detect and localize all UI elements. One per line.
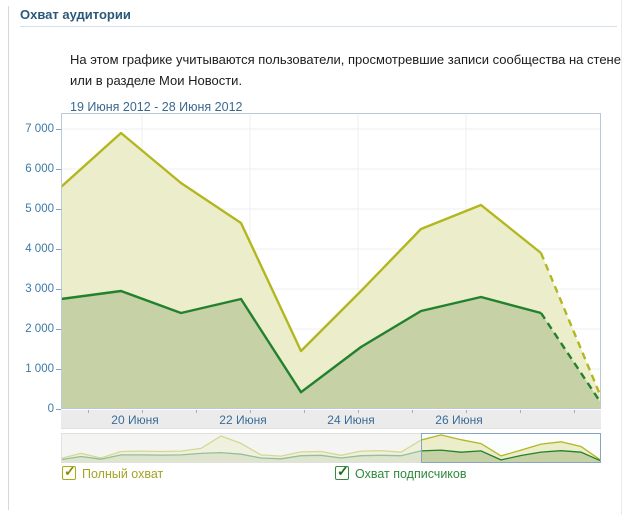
x-axis-tick — [358, 410, 359, 413]
y-axis-label: 2 000 — [25, 323, 54, 335]
minimap-range-selector[interactable] — [60, 433, 602, 463]
y-axis-label: 3 000 — [25, 283, 54, 295]
subscribers-area — [61, 291, 601, 409]
x-axis-band: 20 Июня 22 Июня 24 Июня 26 Июня — [61, 410, 601, 429]
y-axis-tick — [56, 289, 61, 290]
x-axis-label: 20 Июня — [111, 413, 159, 427]
subscribers-line — [60, 289, 542, 394]
legend-full-reach-label: Полный охват — [82, 467, 164, 481]
x-axis-tick — [466, 410, 467, 413]
full-reach-line — [60, 131, 542, 353]
y-axis-label: 6 000 — [25, 163, 54, 175]
y-axis-tick — [56, 129, 61, 130]
y-axis-label: 0 — [47, 403, 54, 415]
full-reach-line-dashed — [539, 252, 603, 398]
y-axis-label: 4 000 — [25, 243, 54, 255]
x-axis-tick — [196, 410, 197, 413]
legend-subscribers-label: Охват подписчиков — [355, 467, 467, 481]
x-axis-label: 26 Июня — [435, 413, 483, 427]
x-axis-tick — [250, 410, 251, 413]
x-axis-tick — [412, 410, 413, 413]
x-axis-label: 22 Июня — [219, 413, 267, 427]
y-axis-tick — [56, 409, 61, 410]
x-axis-label: 24 Июня — [327, 413, 375, 427]
full-reach-checkbox[interactable]: ✓ — [62, 463, 76, 480]
checkmark-icon: ✓ — [337, 463, 349, 479]
x-axis-tick — [574, 410, 575, 413]
page-left-border — [8, 6, 9, 510]
checkmark-icon: ✓ — [64, 463, 76, 479]
main-chart — [60, 113, 603, 409]
y-axis-tick — [56, 369, 61, 370]
x-axis-tick — [142, 410, 143, 413]
chart-description: На этом графике учитываются пользователи… — [70, 52, 621, 88]
y-axis-tick — [56, 329, 61, 330]
subscribers-checkbox[interactable]: ✓ — [335, 463, 349, 480]
minimap-subscribers-area — [421, 450, 601, 463]
x-axis-tick — [88, 410, 89, 413]
plot-border — [61, 113, 601, 409]
page-right-border — [621, 0, 622, 515]
minimap-selected-series — [421, 434, 601, 463]
x-axis-tick — [304, 410, 305, 413]
minimap-svg — [60, 433, 602, 463]
y-axis-label: 5 000 — [25, 203, 54, 215]
y-axis-label: 7 000 — [25, 123, 54, 135]
y-axis-tick — [56, 209, 61, 210]
main-chart-svg — [60, 113, 603, 409]
y-axis-tick — [56, 169, 61, 170]
minimap-selection-window[interactable] — [421, 433, 601, 463]
y-axis-label: 1 000 — [25, 363, 54, 375]
date-range-link[interactable]: 19 Июня 2012 - 28 Июня 2012 — [70, 100, 243, 114]
minimap-full-reach-line — [421, 434, 601, 461]
y-axis-tick — [56, 249, 61, 250]
minimap-subscribers-line — [421, 449, 601, 462]
x-axis-tick — [520, 410, 521, 413]
page-title: Охват аудитории — [20, 7, 131, 22]
subscribers-line-dashed — [540, 312, 602, 404]
title-divider — [20, 26, 617, 27]
